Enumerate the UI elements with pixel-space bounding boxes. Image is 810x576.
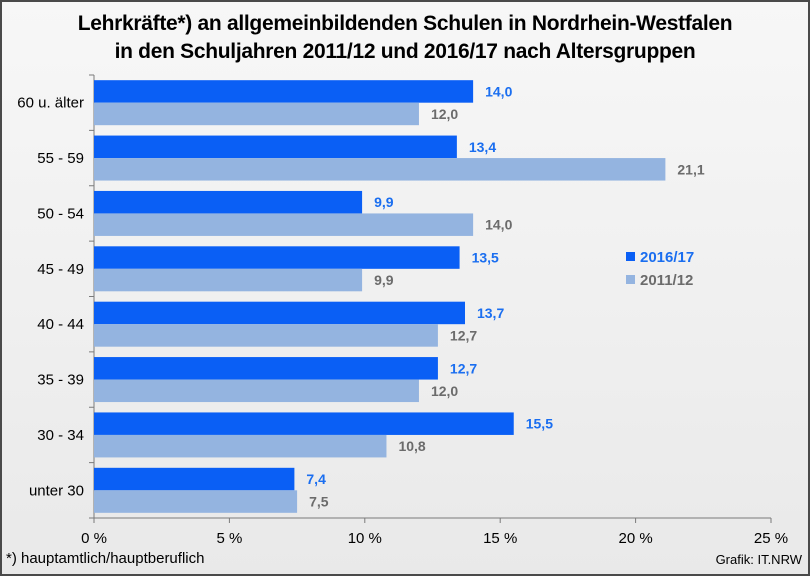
- data-label: 12,7: [450, 360, 477, 376]
- chart-title: Lehrkräfte*) an allgemeinbildenden Schul…: [2, 10, 808, 66]
- bar-2016-17: [94, 301, 465, 325]
- category-label: 50 - 54: [37, 205, 84, 222]
- data-label: 10,8: [398, 438, 425, 454]
- bar-2011-12: [94, 434, 387, 458]
- bar-2011-12: [94, 379, 419, 403]
- data-label: 9,9: [374, 194, 394, 210]
- x-tick-label: 15 %: [483, 530, 517, 547]
- x-tick-label: 20 %: [618, 530, 652, 547]
- legend-swatch: [626, 275, 635, 284]
- data-label: 13,7: [477, 305, 504, 321]
- category-label: 30 - 34: [37, 427, 84, 444]
- legend-swatch: [626, 252, 635, 261]
- data-label: 12,0: [431, 383, 458, 399]
- bar-2011-12: [94, 490, 298, 513]
- bar-2016-17: [94, 135, 457, 159]
- bar-2011-12: [94, 213, 474, 236]
- bar-2016-17: [94, 190, 363, 214]
- bar-2011-12: [94, 102, 419, 126]
- bar-2011-12: [94, 158, 666, 181]
- data-label: 15,5: [526, 416, 553, 432]
- bar-2016-17: [94, 246, 460, 269]
- data-label: 7,5: [309, 494, 329, 510]
- legend-label: 2011/12: [640, 272, 693, 289]
- bar-2011-12: [94, 324, 438, 347]
- data-label: 14,0: [485, 217, 512, 233]
- x-tick-label: 0 %: [81, 530, 107, 547]
- data-label: 12,0: [431, 106, 458, 122]
- data-label: 21,1: [677, 161, 704, 177]
- data-label: 7,4: [306, 471, 326, 487]
- x-tick-label: 5 %: [216, 530, 242, 547]
- data-label: 13,5: [472, 250, 499, 266]
- footnote: *) hauptamtlich/hauptberuflich: [6, 550, 205, 567]
- category-label: 60 u. älter: [17, 95, 84, 112]
- x-tick-label: 25 %: [754, 530, 788, 547]
- bar-2016-17: [94, 357, 438, 380]
- category-label: 40 - 44: [37, 316, 84, 333]
- legend-label: 2016/17: [640, 249, 694, 266]
- bar-2016-17: [94, 80, 474, 103]
- data-label: 12,7: [450, 327, 477, 343]
- x-tick-label: 10 %: [348, 530, 382, 547]
- category-label: 45 - 49: [37, 261, 84, 278]
- bar-2016-17: [94, 412, 514, 435]
- bar-2011-12: [94, 268, 363, 292]
- category-label: 35 - 39: [37, 372, 84, 389]
- category-label: 55 - 59: [37, 150, 84, 167]
- data-label: 13,4: [469, 139, 496, 155]
- category-label: unter 30: [29, 482, 84, 499]
- source-credit: Grafik: IT.NRW: [715, 552, 802, 567]
- data-label: 9,9: [374, 272, 394, 288]
- chart-title-line-2: in den Schuljahren 2011/12 und 2016/17 n…: [114, 40, 696, 63]
- bar-2016-17: [94, 467, 295, 491]
- chart-title-line-1: Lehrkräfte*) an allgemeinbildenden Schul…: [77, 12, 733, 35]
- data-label: 14,0: [485, 83, 512, 99]
